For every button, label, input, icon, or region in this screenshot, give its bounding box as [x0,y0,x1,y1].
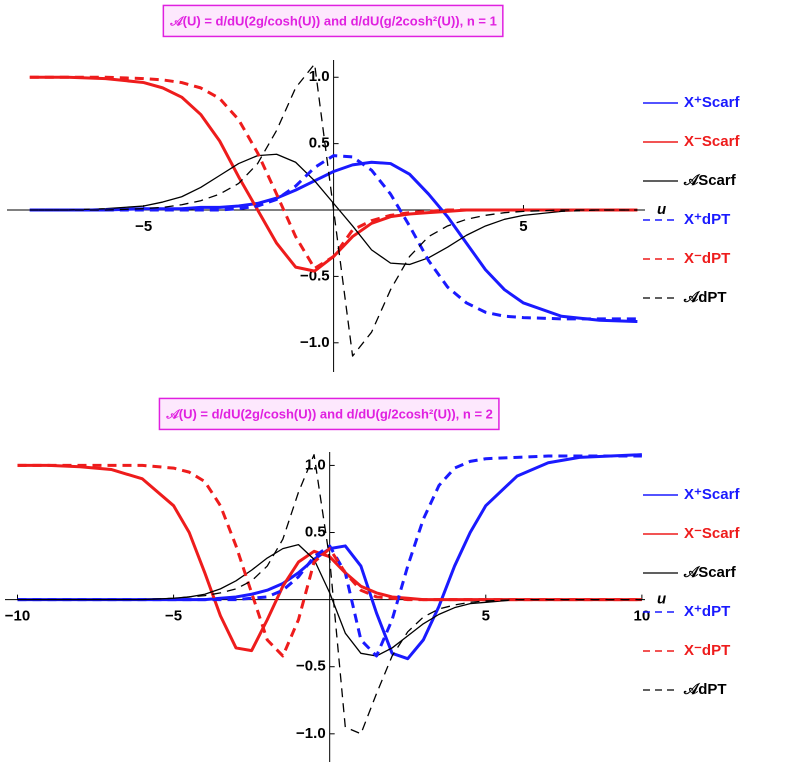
y-tick-label: −0.5 [296,658,326,675]
series-line [29,63,638,357]
y-tick-label: −0.5 [300,267,330,284]
legend-label: X⁺dPT [684,603,730,620]
legend-label: X⁻Scarf [684,525,740,542]
legend-label: X⁺Scarf [684,486,740,503]
series-line [29,153,638,266]
legend-label: 𝒜Scarf [683,564,737,581]
legend-label: X⁻Scarf [684,133,740,150]
legend-label: 𝒜Scarf [683,172,737,189]
legend-label: X⁻dPT [684,642,730,659]
series-line [29,75,638,270]
plot: −5 5 −1.0 −0.5 0.5 1.0 u X⁺Scarf X⁻Scarf 𝒜Scarf X⁺… [7,4,740,372]
x-tick-label: −10 [5,608,30,625]
x-axis-label: u [657,591,666,608]
x-axis-label: u [657,201,666,218]
y-tick-label: 0.5 [305,523,326,540]
x-tick-label: −5 [165,608,182,625]
series-line [17,454,642,658]
series-line [17,454,642,735]
chart-title: 𝒜(U) = d/dU(2g/cosh(U)) and d/dU(g/2cosh… [165,406,492,421]
y-tick-label: −1.0 [300,334,330,351]
chart-title: 𝒜(U) = d/dU(2g/cosh(U)) and d/dU(g/2cosh… [169,13,496,28]
title-box [158,397,500,431]
legend-label: X⁺Scarf [684,94,740,111]
x-tick-label: 10 [634,608,651,625]
legend-label: 𝒜dPT [683,681,727,698]
y-tick-label: 1.0 [305,456,326,473]
legend-label: X⁻dPT [684,250,730,267]
title-box [162,4,504,38]
y-tick-label: 0.5 [309,135,330,152]
x-tick-label: −5 [135,218,152,235]
series-line [29,154,638,321]
x-tick-label: 5 [519,218,527,235]
legend-label: X⁺dPT [684,211,730,228]
legend-label: 𝒜dPT [683,289,727,306]
y-tick-label: −1.0 [296,725,326,742]
x-tick-label: 5 [482,608,490,625]
plot: −10 −5 5 10 −1.0 −0.5 0.5 1.0 u X⁺Scarf X⁻Scarf 𝒜Sc… [5,397,740,762]
series-line [17,463,642,658]
y-tick-label: 1.0 [309,68,330,85]
